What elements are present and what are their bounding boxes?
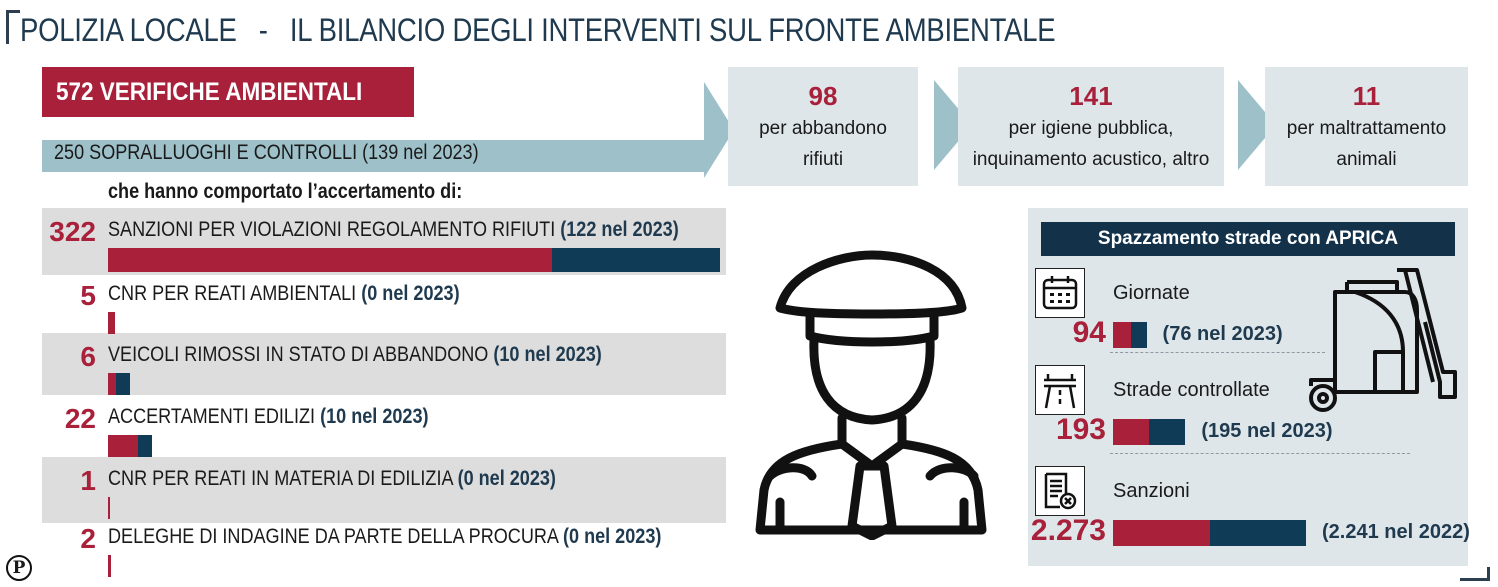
bar-current-year: [108, 312, 115, 334]
row-number: 22: [64, 403, 96, 434]
aprica-panel: [1028, 208, 1468, 566]
row-previous-year: (0 nel 2023): [562, 525, 662, 548]
row-number: 5: [80, 280, 96, 311]
sopralluoghi-arrow: [42, 82, 734, 178]
road-icon: [1035, 365, 1085, 415]
bar-previous-year: [1149, 419, 1186, 445]
row-label: ACCERTAMENTI EDILIZI (10 nel 2023): [108, 405, 481, 429]
row-bg-3: [42, 333, 726, 395]
panel-item-label: Sanzioni: [1113, 480, 1190, 502]
row-previous-year: (10 nel 2023): [493, 343, 602, 366]
bar-current-year: [108, 555, 111, 577]
row-number: 322: [49, 216, 96, 247]
row-previous-year: (10 nel 2023): [320, 405, 429, 428]
row-previous-year: (0 nel 2023): [361, 282, 460, 305]
bar-previous-year: [116, 373, 131, 395]
row-label: DELEGHE DI INDAGINE DA PARTE DELLA PROCU…: [108, 525, 751, 549]
bar-current-year: [1113, 419, 1149, 445]
street-sweeper-icon: [1309, 268, 1457, 412]
category-line2: inquinamento acustico, altro: [972, 149, 1210, 170]
category-line1: per maltrattamento: [1286, 118, 1447, 139]
panel-item-previous: (76 nel 2023): [1162, 323, 1283, 345]
panel-item-label: Strade controllate: [1113, 379, 1270, 401]
row-label: VEICOLI RIMOSSI IN STATO DI ABBANDONO (1…: [108, 343, 682, 367]
panel-item-number: 193: [1055, 413, 1106, 446]
category-line1: per abbandono: [759, 118, 887, 139]
bar-previous-year: [1210, 520, 1306, 546]
category-line1: per igiene pubblica,: [1008, 118, 1174, 139]
bar-current-year: [108, 435, 139, 457]
bar-previous-year: [1130, 322, 1147, 348]
category-line2: animali: [1336, 149, 1397, 170]
panel-item-label: Giornate: [1113, 282, 1190, 304]
sopralluoghi-label: 250 SOPRALLUOGHI E CONTROLLI (139 nel 20…: [54, 141, 479, 164]
category-number: 141: [1069, 81, 1113, 111]
row-description: VEICOLI RIMOSSI IN STATO DI ABBANDONO: [108, 343, 489, 366]
panel-divider-2: [1110, 453, 1410, 454]
bar-current-year: [108, 373, 117, 395]
panel-item-number: 94: [1072, 316, 1106, 349]
row-description: CNR PER REATI IN MATERIA DI EDILIZIA: [108, 467, 453, 490]
category-box-animali: 11 per maltrattamento animali: [1265, 67, 1468, 186]
bar-previous-year: [551, 248, 720, 272]
bar-current-year: [108, 497, 110, 519]
corner-bracket-top-left: [6, 10, 20, 44]
row-previous-year: (0 nel 2023): [457, 467, 556, 490]
category-number: 98: [808, 81, 838, 111]
row-label: CNR PER REATI AMBIENTALI (0 nel 2023): [108, 282, 517, 306]
row-description: SANZIONI PER VIOLAZIONI REGOLAMENTO RIFI…: [108, 218, 556, 241]
bar-current-year: [1113, 520, 1210, 546]
police-officer-icon: [755, 250, 987, 540]
calendar-icon: [1035, 268, 1085, 318]
row-description: DELEGHE DI INDAGINE DA PARTE DELLA PROCU…: [108, 525, 558, 548]
verifiche-banner: 572 VERIFICHE AMBIENTALI: [42, 67, 414, 117]
row-label: CNR PER REATI IN MATERIA DI EDILIZIA (0 …: [108, 467, 629, 491]
row-number: 6: [80, 341, 96, 372]
panel-item-previous: (195 nel 2023): [1201, 420, 1333, 442]
row-previous-year: (122 nel 2023): [560, 218, 679, 241]
panel-item-number: 2.273: [1030, 514, 1106, 547]
bar-current-year: [108, 248, 552, 272]
accertamento-intro: che hanno comportato l’accertamento di:: [108, 180, 463, 203]
chevron-arrow-2: [1238, 80, 1276, 170]
row-label: SANZIONI PER VIOLAZIONI REGOLAMENTO RIFI…: [108, 218, 772, 242]
bar-current-year: [1113, 322, 1131, 348]
category-box-rifiuti: 98 per abbandono rifiuti: [728, 67, 918, 186]
publisher-logo: P: [6, 555, 32, 581]
chevron-arrow-1: [934, 80, 972, 170]
row-bg-5: [42, 457, 726, 523]
verifiche-label: 572 VERIFICHE AMBIENTALI: [56, 78, 363, 106]
bar-previous-year: [138, 435, 153, 457]
panel-item-previous: (2.241 nel 2022): [1322, 521, 1470, 543]
aprica-panel-title: Spazzamento strade con APRICA: [1041, 222, 1455, 256]
page-title: POLIZIA LOCALE - IL BILANCIO DEGLI INTER…: [20, 12, 1056, 48]
category-box-igiene: 141 per igiene pubblica, inquinamento ac…: [958, 67, 1224, 186]
corner-bracket-bottom-right: [1460, 567, 1490, 581]
document-fine-icon: [1035, 466, 1085, 516]
row-number: 2: [80, 523, 96, 554]
category-number: 11: [1352, 81, 1381, 111]
category-line2: rifiuti: [802, 149, 844, 170]
row-description: ACCERTAMENTI EDILIZI: [108, 405, 316, 428]
row-number: 1: [80, 465, 96, 496]
row-description: CNR PER REATI AMBIENTALI: [108, 282, 357, 305]
panel-divider-1: [1110, 352, 1325, 353]
